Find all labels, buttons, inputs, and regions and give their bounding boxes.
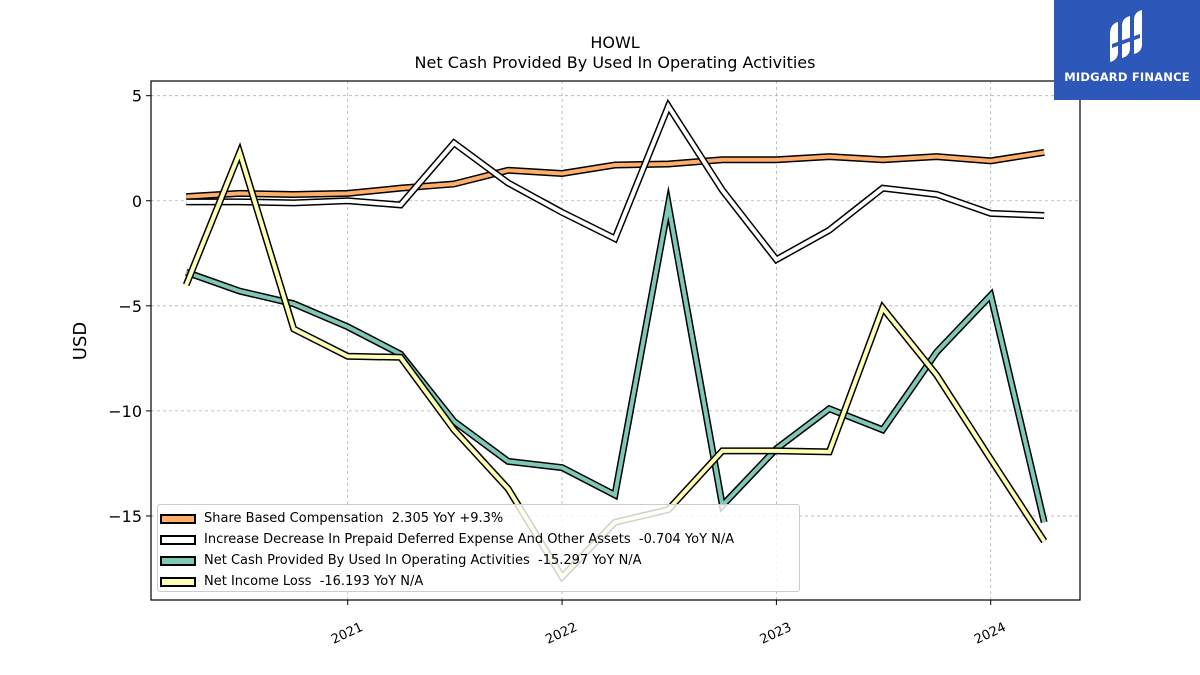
x-tick-label: 2022 <box>543 620 579 648</box>
series-line <box>186 150 1045 199</box>
chart-legend: Share Based Compensation 2.305 YoY +9.3%… <box>157 504 800 592</box>
legend-swatch <box>160 534 196 545</box>
x-tick-label: 2021 <box>329 620 365 648</box>
y-axis: 5 0 −5 −10 −15 <box>108 87 151 526</box>
y-tick-label: −15 <box>108 507 142 526</box>
brand-name: MIDGARD FINANCE <box>1064 70 1190 84</box>
y-tick-label: −10 <box>108 402 142 421</box>
x-tick-label: 2023 <box>758 620 794 648</box>
legend-swatch <box>160 513 196 524</box>
legend-item-share-based-compensation: Share Based Compensation 2.305 YoY +9.3% <box>158 508 799 529</box>
legend-swatch <box>160 576 196 587</box>
series-line <box>185 193 1047 523</box>
chart-title: HOWL <box>590 33 639 52</box>
legend-swatch <box>160 555 196 566</box>
chart-subtitle: Net Cash Provided By Used In Operating A… <box>415 53 816 72</box>
y-tick-label: 5 <box>132 87 142 106</box>
series-share-based-compensation <box>186 148 1045 201</box>
legend-label: Net Income Loss -16.193 YoY N/A <box>204 574 424 589</box>
legend-label: Increase Decrease In Prepaid Deferred Ex… <box>204 532 735 547</box>
series-net-cash-provided-by-used-in-operating-activities <box>185 185 1048 524</box>
series-line <box>186 101 1045 263</box>
x-axis: 2021 2022 2023 2024 <box>329 600 1008 648</box>
y-axis-label: USD <box>70 322 91 360</box>
legend-item-net-cash-operating: Net Cash Provided By Used In Operating A… <box>158 550 799 571</box>
plot-area-frame <box>150 80 1081 601</box>
y-tick-label: −5 <box>118 297 142 316</box>
legend-item-net-income-loss: Net Income Loss -16.193 YoY N/A <box>158 571 799 592</box>
y-tick-label: 0 <box>132 192 142 211</box>
x-tick-label: 2024 <box>972 620 1008 648</box>
legend-item-prepaid-deferred-expense: Increase Decrease In Prepaid Deferred Ex… <box>158 529 799 550</box>
series-line-outline <box>185 185 1048 524</box>
legend-label: Share Based Compensation 2.305 YoY +9.3% <box>204 511 504 526</box>
brand-logo: MIDGARD FINANCE <box>1054 0 1200 100</box>
legend-label: Net Cash Provided By Used In Operating A… <box>204 553 642 568</box>
series-increase-decrease-in-prepaid-deferred-expense-and-other-assets <box>186 98 1045 265</box>
midgard-logo-icon <box>1110 10 1142 62</box>
